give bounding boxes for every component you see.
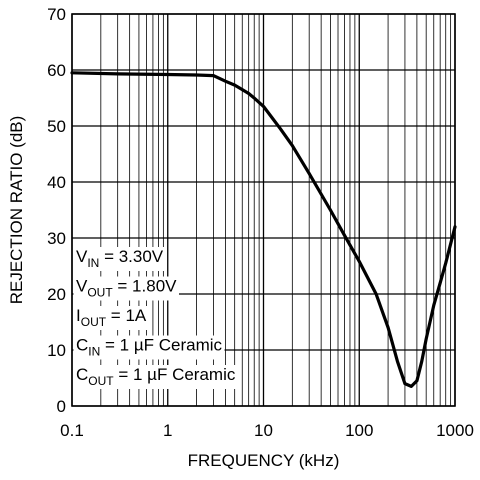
y-tick-label: 10 bbox=[47, 341, 66, 360]
annotation-value: = 3.30V bbox=[99, 247, 163, 266]
annotation-line: CIN = 1 µF Ceramic bbox=[76, 336, 223, 359]
y-tick-label: 20 bbox=[47, 285, 66, 304]
x-tick-labels: 0.1 1 10 100 1000 bbox=[60, 421, 474, 440]
annotation-background bbox=[73, 247, 166, 271]
y-tick-label: 70 bbox=[47, 5, 66, 24]
annotation-backgrounds bbox=[73, 247, 238, 389]
series-line bbox=[70, 71, 457, 388]
annotation-line: VOUT = 1.80V bbox=[76, 277, 177, 300]
annotation-symbol: C bbox=[76, 336, 88, 355]
annotation-background bbox=[73, 306, 149, 330]
y-axis-label: REJECTION RATIO (dB) bbox=[7, 116, 26, 305]
y-tick-labels: 0 10 20 30 40 50 60 70 bbox=[47, 5, 66, 416]
y-tick-label: 60 bbox=[47, 61, 66, 80]
annotation-background bbox=[73, 276, 179, 301]
x-tick-label: 0.1 bbox=[60, 421, 84, 440]
plot-frame bbox=[71, 13, 456, 407]
annotation-line: VIN = 3.30V bbox=[76, 247, 164, 270]
x-axis-label: FREQUENCY (kHz) bbox=[188, 451, 340, 470]
annotation-value: = 1 µF Ceramic bbox=[114, 365, 236, 384]
annotation-background bbox=[73, 365, 238, 389]
x-tick-label: 10 bbox=[254, 421, 273, 440]
annotation-subscript: OUT bbox=[88, 374, 114, 388]
annotation-line: IOUT = 1A bbox=[76, 306, 147, 329]
x-tick-label: 1 bbox=[163, 421, 172, 440]
y-tick-label: 0 bbox=[57, 397, 66, 416]
annotation-symbol: V bbox=[76, 277, 88, 296]
annotation-value: = 1 µF Ceramic bbox=[100, 336, 222, 355]
annotation-symbol: I bbox=[76, 306, 81, 325]
y-tick-label: 50 bbox=[47, 117, 66, 136]
annotation-symbol: C bbox=[76, 365, 88, 384]
x-tick-label: 100 bbox=[345, 421, 373, 440]
annotation-subscript: IN bbox=[87, 256, 99, 270]
annotation-symbol: V bbox=[76, 247, 88, 266]
annotation-value: = 1A bbox=[106, 306, 147, 325]
annotation-value: = 1.80V bbox=[113, 277, 177, 296]
annotation-line: COUT = 1 µF Ceramic bbox=[76, 365, 236, 388]
y-tick-label: 30 bbox=[47, 229, 66, 248]
grid-minor-lines bbox=[100, 14, 452, 406]
y-tick-label: 40 bbox=[47, 173, 66, 192]
annotation-subscript: IN bbox=[88, 345, 100, 359]
x-tick-label: 1000 bbox=[436, 421, 474, 440]
annotation-subscript: OUT bbox=[87, 286, 113, 300]
annotation-subscript: OUT bbox=[81, 315, 107, 329]
annotation-background bbox=[73, 335, 225, 360]
